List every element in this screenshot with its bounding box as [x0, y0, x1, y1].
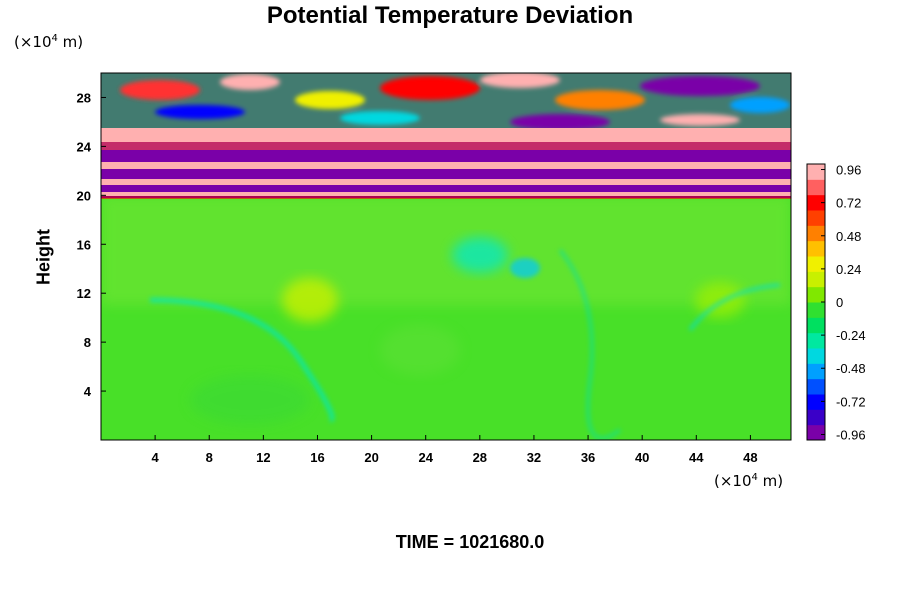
colorbar-swatch [807, 363, 825, 380]
y-axis-ticks: 4 8 12 16 20 24 28 [77, 90, 106, 399]
colorbar-swatch [807, 394, 825, 410]
colorbar-swatch [807, 271, 825, 288]
colorbar-label: 0.96 [836, 163, 861, 178]
colorbar-label: -0.24 [836, 328, 866, 343]
colorbar-swatch [807, 286, 825, 303]
colorbar-swatch [807, 348, 825, 364]
x-tick-label: 48 [743, 450, 757, 465]
colorbar-swatch [807, 256, 825, 272]
y-tick-label: 24 [77, 139, 92, 154]
colorbar-swatch [807, 332, 825, 349]
plot-frame [100, 72, 792, 441]
colorbar-swatch [807, 179, 825, 196]
y-axis-unit: (×104 m) [14, 33, 84, 51]
colorbar-label: 0.24 [836, 262, 861, 277]
x-axis-ticks: 4 8 12 16 20 24 28 32 36 40 44 48 [152, 435, 758, 465]
x-tick-label: 32 [527, 450, 541, 465]
colorbar-swatch [807, 164, 825, 180]
colorbar-swatch [807, 378, 825, 395]
x-tick-label: 40 [635, 450, 649, 465]
colorbar-swatch [807, 317, 825, 334]
x-tick-label: 28 [473, 450, 487, 465]
y-tick-label: 4 [84, 384, 92, 399]
colorbar-swatch [807, 424, 825, 441]
y-tick-label: 16 [77, 237, 91, 252]
colorbar-label: 0.48 [836, 229, 861, 244]
x-tick-label: 4 [152, 450, 160, 465]
colorbar-swatch [807, 302, 825, 318]
y-tick-label: 8 [84, 335, 91, 350]
heatmap-field [101, 73, 791, 440]
y-tick-label: 12 [77, 286, 91, 301]
colorbar-label: 0.72 [836, 196, 861, 211]
x-tick-label: 8 [206, 450, 213, 465]
colorbar-swatch [807, 240, 825, 257]
colorbar-label: -0.72 [836, 394, 866, 409]
colorbar-swatch [807, 409, 825, 426]
colorbar-label: -0.96 [836, 427, 866, 442]
x-tick-label: 44 [689, 450, 704, 465]
x-tick-label: 12 [256, 450, 270, 465]
colorbar-swatch [807, 194, 825, 211]
time-annotation: TIME = 1021680.0 [395, 532, 545, 552]
y-tick-label: 28 [77, 90, 91, 105]
x-tick-label: 16 [310, 450, 324, 465]
colorbar: 0.96 0.72 0.48 0.24 0 -0.24 -0.48 -0.72 -0.96 [806, 163, 866, 442]
colorbar-label: 0 [836, 295, 843, 310]
x-axis-unit: (×104 m) [714, 472, 784, 490]
colorbar-label: -0.48 [836, 361, 866, 376]
x-tick-label: 36 [581, 450, 595, 465]
x-tick-label: 24 [418, 450, 433, 465]
x-tick-label: 20 [364, 450, 378, 465]
y-tick-label: 20 [77, 188, 91, 203]
colorbar-swatch [807, 225, 825, 242]
chart-title: Potential Temperature Deviation [266, 2, 634, 29]
colorbar-swatch [807, 210, 825, 226]
